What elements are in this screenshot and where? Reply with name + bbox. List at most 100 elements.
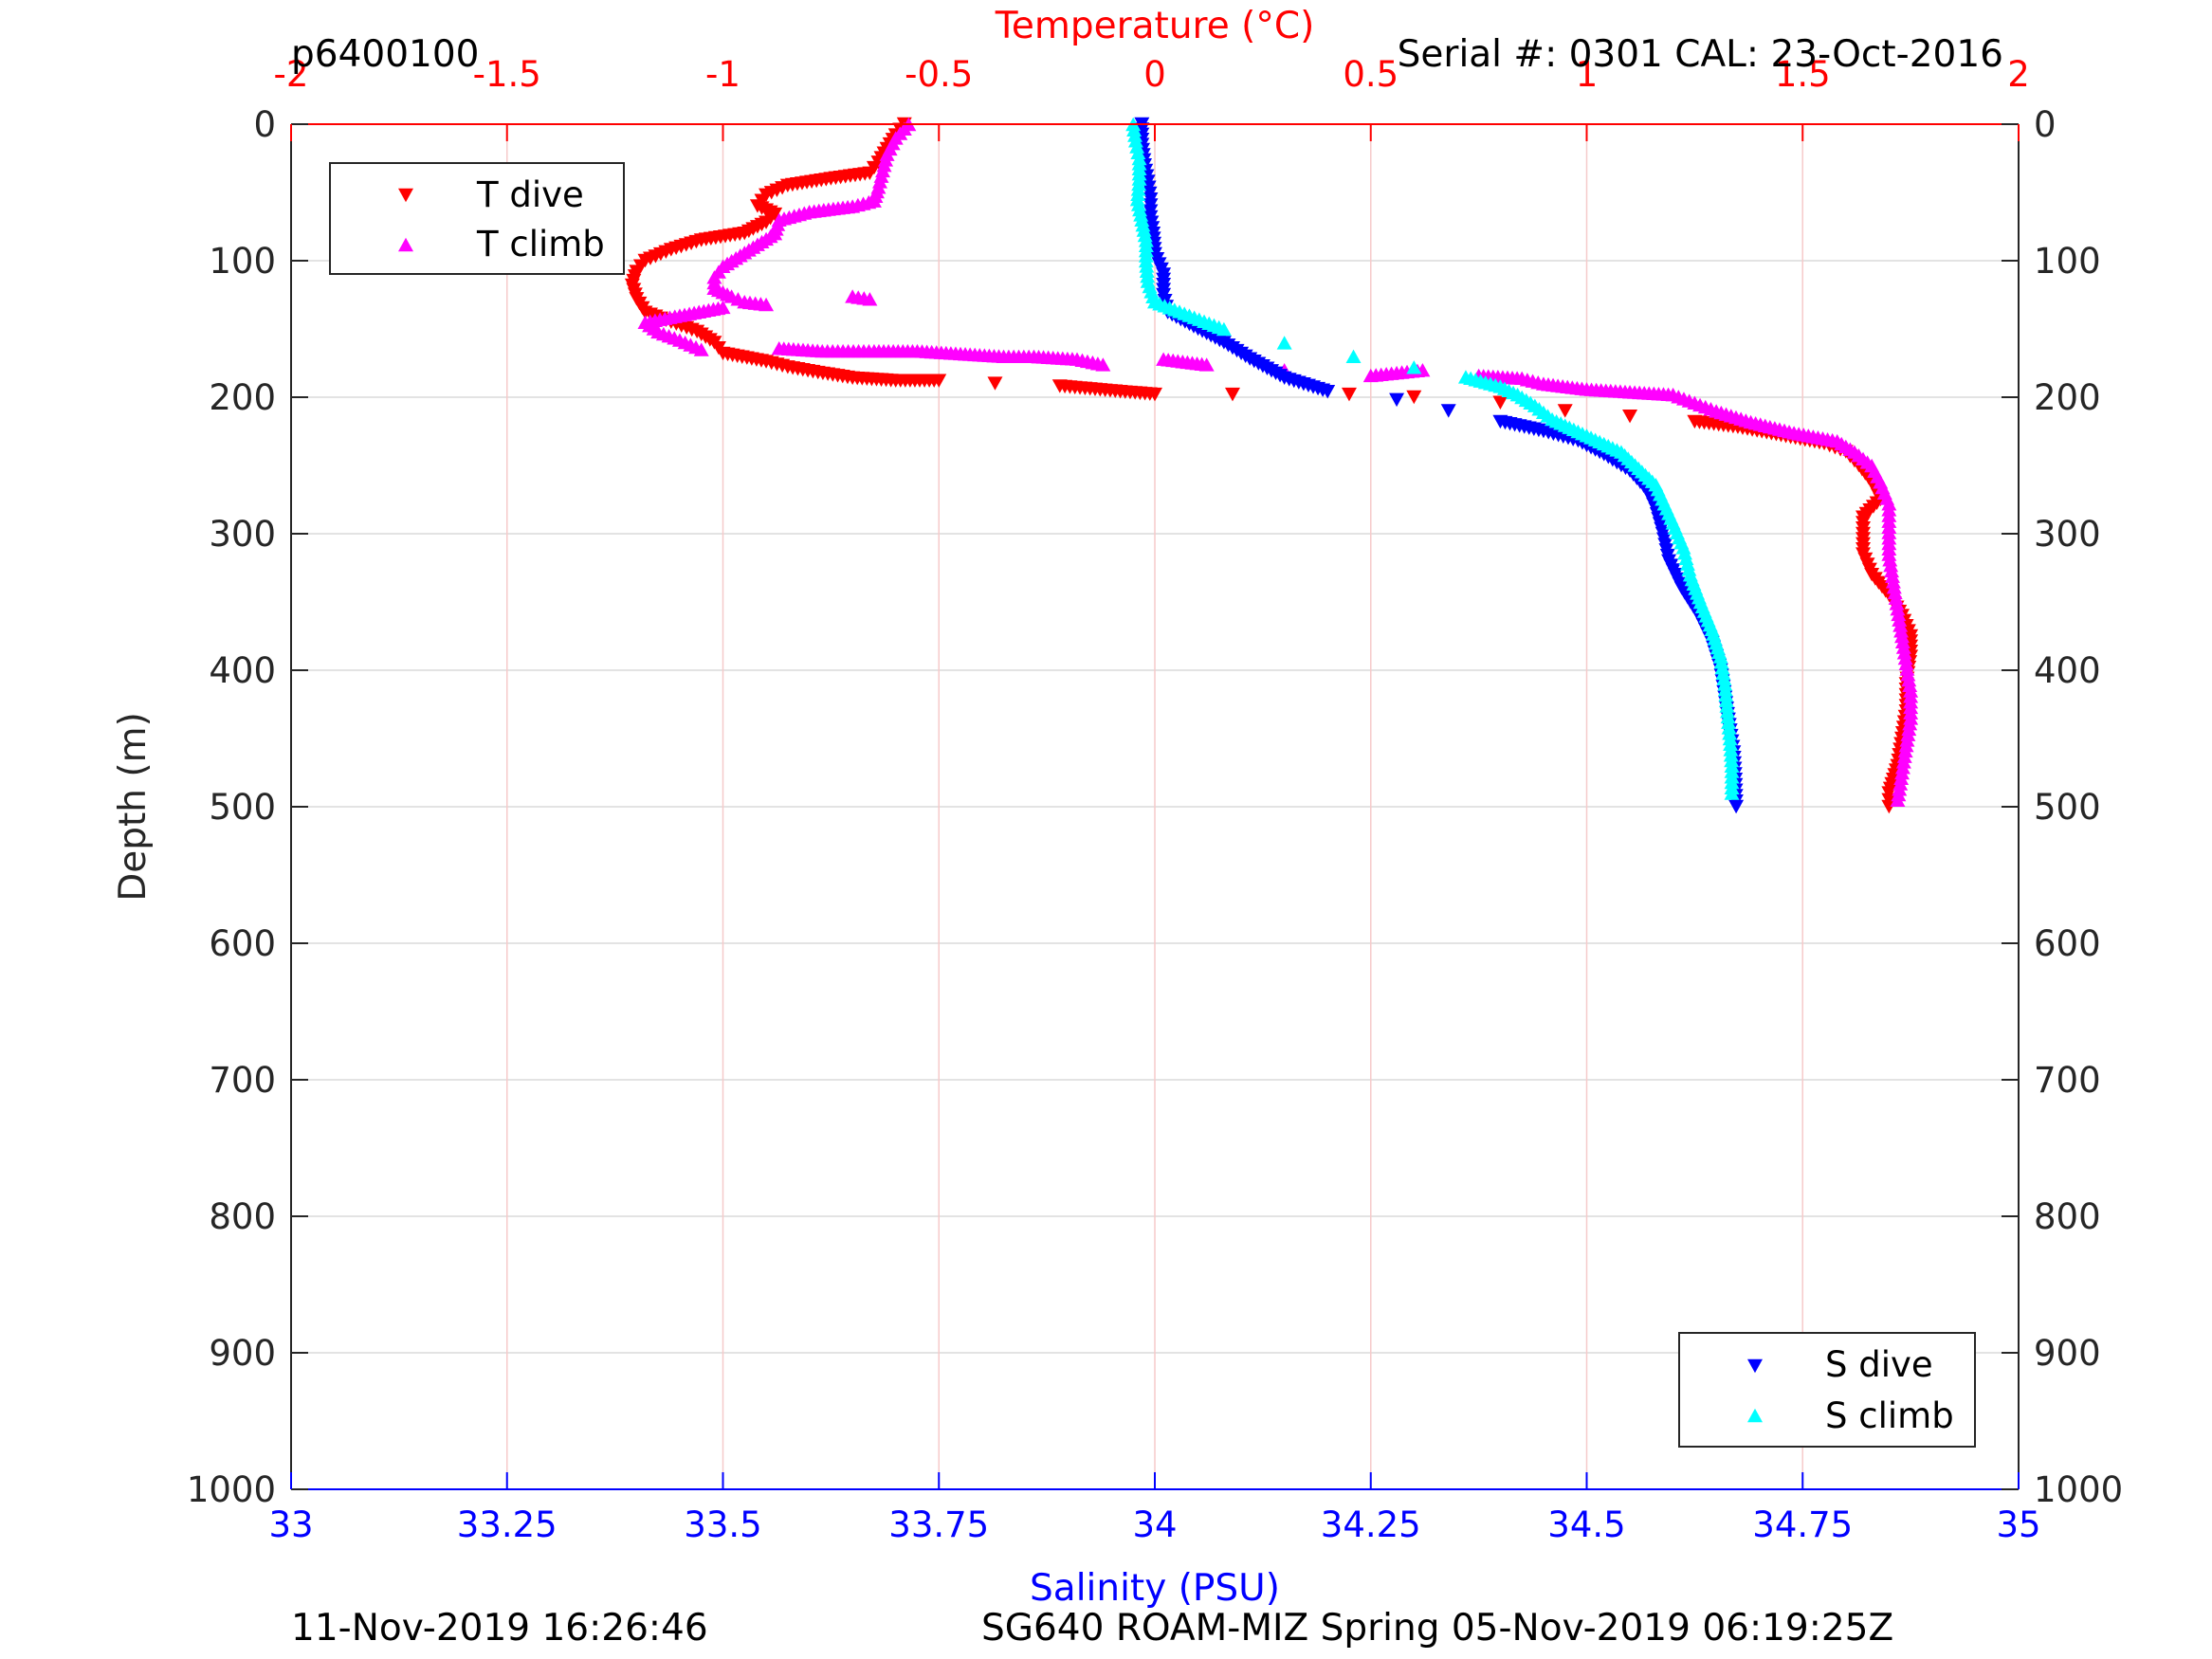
data-point: [1898, 738, 1914, 753]
temperature-tick-label: -2: [274, 54, 309, 95]
salinity-axis-label: Salinity (PSU): [1030, 1567, 1280, 1610]
data-point: [931, 374, 947, 388]
footer-mission: SG640 ROAM-MIZ Spring 05-Nov-2019 06:19:…: [981, 1607, 1893, 1650]
data-point: [1892, 618, 1909, 632]
depth-tick-label-right: 1000: [2034, 1469, 2123, 1510]
depth-tick-label-right: 400: [2034, 650, 2101, 691]
axis-tick-labels: 0 0 100 100 200 200 300 300 400 400 500 500 600 600 70…: [187, 54, 2123, 1545]
data-point: [1492, 395, 1508, 410]
data-point: [1902, 678, 1918, 693]
data-point: [1894, 760, 1910, 775]
data-point: [759, 297, 775, 312]
data-point: [1389, 392, 1405, 408]
salinity-tick-label: 34.5: [1547, 1504, 1625, 1545]
temperature-legend-box: [329, 162, 625, 275]
legend-marker: [1747, 1358, 1763, 1374]
data-point: [1890, 602, 1906, 616]
depth-tick-label-left: 500: [209, 787, 276, 828]
legend-s-dive-marker: [1747, 1358, 1763, 1374]
legend-t-dive-label: T dive: [476, 174, 584, 215]
salinity-tick-label: 34.75: [1752, 1504, 1853, 1545]
data-point: [1440, 404, 1456, 418]
data-point: [1894, 634, 1910, 648]
temperature-tick-label: 1.5: [1775, 54, 1831, 95]
data-point: [1893, 624, 1910, 638]
data-point: [1899, 733, 1915, 747]
series-t-climb: [637, 117, 1919, 807]
depth-tick-label-right: 900: [2034, 1333, 2101, 1374]
data-point: [1622, 409, 1638, 424]
depth-tick-label-right: 300: [2034, 514, 2101, 555]
data-point: [1126, 122, 1143, 137]
legend-marker: [398, 237, 413, 252]
temperature-tick-label: 0.5: [1343, 54, 1398, 95]
legend-t-climb-label: T climb: [476, 224, 605, 264]
data-point: [1714, 660, 1730, 675]
salinity-legend-box: [1678, 1332, 1976, 1448]
data-point: [1406, 390, 1422, 405]
data-point: [1881, 547, 1897, 561]
data-point: [1713, 655, 1729, 669]
data-point: [1892, 612, 1908, 627]
data-point: [1341, 387, 1357, 402]
depth-tick-label-right: 100: [2034, 241, 2101, 282]
temperature-legend: T dive T climb: [329, 162, 625, 275]
depth-tick-label-left: 0: [253, 104, 276, 145]
legend-marker: [1747, 1408, 1763, 1423]
data-point: [1897, 650, 1913, 665]
data-point: [1224, 387, 1240, 402]
data-point: [1896, 749, 1912, 763]
depth-tick-label-left: 800: [209, 1196, 276, 1237]
depth-axis-label: Depth (m): [112, 712, 155, 902]
depth-tick-label-left: 200: [209, 377, 276, 418]
data-markers: [624, 117, 1919, 814]
data-point: [1728, 799, 1745, 814]
temperature-tick-label: 2: [2007, 54, 2030, 95]
data-point: [1892, 776, 1909, 791]
data-point: [1095, 357, 1111, 372]
profile-id: p6400100: [291, 33, 479, 76]
data-point: [1896, 646, 1912, 660]
data-point: [1900, 727, 1916, 741]
salinity-tick-label: 33.5: [684, 1504, 761, 1545]
data-point: [1130, 145, 1146, 159]
series-s-climb: [1125, 117, 1740, 800]
data-point: [1716, 671, 1732, 685]
depth-tick-label-right: 200: [2034, 377, 2101, 418]
data-point: [1898, 656, 1914, 670]
legend-s-dive-label: S dive: [1825, 1344, 1933, 1385]
legend-t-dive-marker: [398, 188, 413, 203]
depth-tick-label-right: 500: [2034, 787, 2101, 828]
data-point: [1894, 629, 1910, 644]
data-point: [1899, 662, 1915, 676]
temperature-tick-label: -1.5: [473, 54, 541, 95]
legend-s-climb-label: S climb: [1825, 1395, 1954, 1436]
salinity-tick-label: 33: [268, 1504, 313, 1545]
data-point: [1216, 321, 1232, 337]
depth-tick-label-left: 100: [209, 241, 276, 282]
data-point: [1320, 385, 1336, 399]
depth-tick-label-left: 900: [209, 1333, 276, 1374]
depth-tick-label-left: 600: [209, 923, 276, 964]
data-point: [1883, 557, 1899, 573]
depth-tick-label-right: 700: [2034, 1060, 2101, 1101]
data-point: [1895, 755, 1911, 769]
depth-tick-label-left: 400: [209, 650, 276, 691]
data-point: [1715, 665, 1731, 681]
data-point: [1724, 786, 1740, 800]
depth-tick-label-left: 1000: [187, 1469, 276, 1510]
data-point: [1129, 139, 1145, 154]
data-point: [1891, 787, 1907, 802]
data-point: [1198, 357, 1215, 372]
data-point: [1557, 404, 1573, 418]
data-point: [1893, 771, 1910, 785]
salinity-tick-label: 34.25: [1321, 1504, 1421, 1545]
depth-tick-label-left: 300: [209, 514, 276, 555]
data-point: [1406, 360, 1422, 374]
serial-cal: Serial #: 0301 CAL: 23-Oct-2016: [1398, 33, 2003, 76]
temperature-tick-label: -0.5: [905, 54, 973, 95]
data-point: [1885, 574, 1901, 589]
legend-s-climb-marker: [1747, 1408, 1763, 1423]
data-point: [1895, 640, 1911, 654]
data-point: [1886, 579, 1902, 594]
